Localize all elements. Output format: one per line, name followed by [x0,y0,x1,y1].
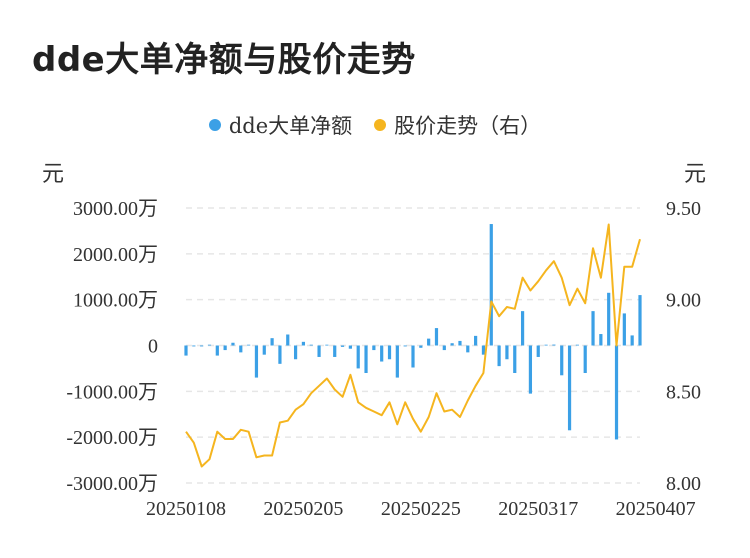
bar [458,340,462,346]
bar [192,345,196,347]
x-tick-label: 20250225 [381,498,461,520]
chart-legend: dde大单净额 股价走势（右） [0,110,750,140]
y-left-tick-label: -3000.00万 [66,473,158,495]
bar [270,338,274,346]
bar [239,345,243,353]
bar [630,335,634,346]
bar [544,344,548,346]
x-tick-label: 20250317 [498,498,578,520]
bar [575,344,579,346]
bar [497,345,501,367]
bar [481,345,486,355]
bar [278,345,282,364]
x-tick-label: 20250205 [263,498,343,520]
legend-dot-icon-bar [208,119,221,131]
bar [364,345,368,373]
bar [317,345,321,357]
bar [254,345,259,378]
y-right-tick-label: 8.50 [666,381,701,403]
y-right-tick-label: 9.50 [666,198,701,220]
bar [638,295,642,346]
right-axis-unit: 元 [684,162,707,187]
bar [309,344,313,346]
bar [474,335,478,346]
bar [419,345,423,348]
y-left-tick-label: 3000.00万 [73,198,158,220]
bar [450,343,454,346]
bar [520,311,525,346]
bar [262,345,266,355]
bar [333,345,337,357]
left-axis-unit: 元 [42,162,65,187]
bar [223,345,227,351]
bar [560,345,564,376]
bar [427,338,431,346]
bar [325,344,329,346]
bar [591,311,595,346]
bar [442,345,446,351]
y-left-tick-label: -2000.00万 [66,427,158,449]
y-right-tick-label: 9.00 [666,290,701,312]
y-left-tick-label: -1000.00万 [66,381,158,403]
bar [231,342,235,346]
bar [207,344,212,346]
bar [536,345,540,357]
price-line [185,223,641,468]
bar [552,344,556,346]
legend-label-price: 股价走势（右） [394,114,542,138]
bar [387,345,392,360]
chart-title: dde大单净额与股价走势 [32,40,416,80]
bar [513,345,517,373]
y-left-tick-label: 2000.00万 [73,244,158,266]
bar [395,345,399,378]
bar [505,345,509,360]
bar [247,344,251,346]
bar [599,334,603,346]
bar [372,345,376,351]
y-left-tick-label: 1000.00万 [73,290,158,312]
bar [411,345,415,368]
x-tick-label: 20250407 [616,498,696,520]
bar [607,292,611,346]
bar [614,345,619,440]
bar [466,345,470,353]
bar [356,345,360,369]
bar [340,345,345,347]
bar [286,334,290,346]
bar [293,345,298,360]
x-tick-label: 20250108 [146,498,226,520]
bar [380,345,384,362]
y-right-tick-label: 8.00 [666,473,701,495]
bar [528,345,533,394]
bar [622,313,626,346]
bar [348,345,352,349]
bar [215,345,219,356]
legend-dot-icon-line [374,119,387,131]
bar [184,345,188,356]
legend-label-dde: dde大单净额 [228,114,353,138]
bar [489,224,493,346]
legend-item-price[interactable]: 股价走势（右） [374,110,541,140]
y-left-tick-label: 0 [148,336,158,358]
bar [567,345,572,431]
bar [583,345,587,373]
bar [301,341,306,346]
bar [403,345,407,347]
bar [434,328,439,346]
legend-item-dde[interactable]: dde大单净额 [208,110,353,140]
bar [200,345,204,347]
